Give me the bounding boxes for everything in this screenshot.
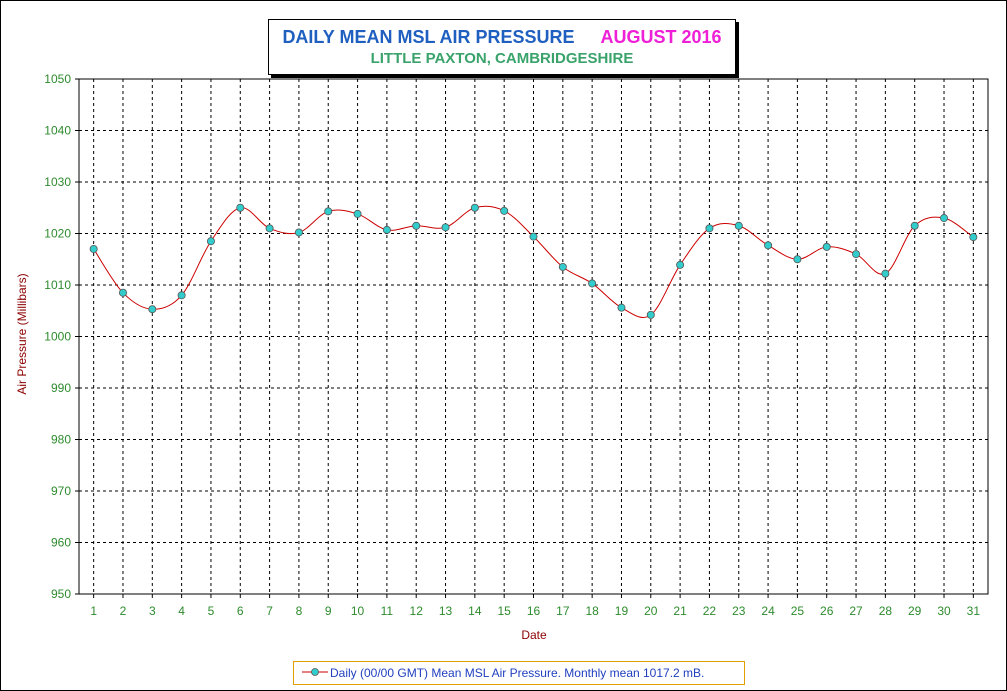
- x-tick-label: 13: [439, 604, 453, 618]
- chart-title-box: DAILY MEAN MSL AIR PRESSURE AUGUST 2016 L…: [268, 19, 736, 75]
- data-point: [412, 221, 421, 230]
- y-tick-label: 980: [51, 433, 71, 447]
- y-tick-label: 990: [51, 381, 71, 395]
- data-point: [177, 291, 186, 300]
- x-tick-label: 31: [967, 604, 981, 618]
- x-tick-label: 17: [556, 604, 570, 618]
- y-tick-label: 1050: [44, 72, 71, 86]
- x-tick-label: 30: [937, 604, 951, 618]
- y-tick-label: 1040: [44, 124, 71, 138]
- x-tick-label: 20: [644, 604, 658, 618]
- data-point: [324, 207, 333, 216]
- x-tick-label: 6: [237, 604, 244, 618]
- x-tick-label: 22: [703, 604, 717, 618]
- data-point: [89, 244, 98, 253]
- x-tick-label: 28: [879, 604, 893, 618]
- grid-lines: [79, 79, 988, 594]
- legend-swatch: [302, 668, 328, 676]
- data-point: [881, 269, 890, 278]
- data-point: [353, 209, 362, 218]
- data-point: [206, 237, 215, 246]
- data-point: [118, 288, 127, 297]
- data-point: [852, 250, 861, 259]
- x-tick-label: 18: [585, 604, 599, 618]
- x-tick-label: 19: [615, 604, 629, 618]
- data-point: [558, 262, 567, 271]
- plot-area: [78, 78, 989, 595]
- data-point: [910, 221, 919, 230]
- data-point: [265, 224, 274, 233]
- data-point: [793, 255, 802, 264]
- x-tick-label: 7: [266, 604, 273, 618]
- y-tick-label: 1030: [44, 175, 71, 189]
- y-tick-label: 970: [51, 484, 71, 498]
- data-point: [617, 303, 626, 312]
- y-axis-label: Air Pressure (Millibars): [15, 273, 29, 395]
- x-tick-label: 27: [849, 604, 863, 618]
- data-point: [822, 242, 831, 251]
- data-point: [734, 221, 743, 230]
- y-tick-label: 1020: [44, 227, 71, 241]
- x-tick-label: 21: [673, 604, 687, 618]
- x-tick-label: 11: [381, 604, 394, 618]
- data-point: [500, 206, 509, 215]
- data-point: [705, 224, 714, 233]
- x-tick-label: 12: [410, 604, 424, 618]
- x-tick-label: 1: [90, 604, 97, 618]
- x-axis-ticks: 1 2 3 4 5 6 7 8 9 10 11 12 13 14 15 16 17 18 19 20 21 22 23 24 2…: [90, 594, 980, 618]
- x-tick-label: 3: [149, 604, 156, 618]
- data-point: [470, 203, 479, 212]
- x-tick-label: 2: [120, 604, 127, 618]
- data-point: [529, 232, 538, 241]
- y-tick-label: 1010: [44, 278, 71, 292]
- x-tick-label: 24: [761, 604, 775, 618]
- data-point: [441, 223, 450, 232]
- data-point: [588, 279, 597, 288]
- data-point: [236, 203, 245, 212]
- data-point: [676, 260, 685, 269]
- x-tick-label: 23: [732, 604, 746, 618]
- x-axis-label: Date: [521, 628, 547, 642]
- data-point: [764, 241, 773, 250]
- data-point: [382, 225, 391, 234]
- x-tick-label: 29: [908, 604, 922, 618]
- x-tick-label: 9: [325, 604, 332, 618]
- x-tick-label: 15: [497, 604, 511, 618]
- data-point: [148, 305, 157, 314]
- x-tick-label: 25: [791, 604, 805, 618]
- x-tick-label: 4: [178, 604, 185, 618]
- data-point: [294, 228, 303, 237]
- x-tick-label: 5: [208, 604, 215, 618]
- x-tick-label: 14: [468, 604, 482, 618]
- chart-title: DAILY MEAN MSL AIR PRESSURE: [282, 27, 575, 47]
- data-point: [940, 214, 949, 223]
- legend-entry: Daily (00/00 GMT) Mean MSL Air Pressure.…: [330, 666, 705, 680]
- chart-subtitle: LITTLE PAXTON, CAMBRIDGESHIRE: [370, 50, 634, 67]
- chart-title-month: AUGUST 2016: [600, 27, 722, 47]
- y-tick-label: 950: [51, 587, 71, 601]
- x-tick-label: 26: [820, 604, 834, 618]
- legend: Daily (00/00 GMT) Mean MSL Air Pressure.…: [293, 661, 745, 685]
- y-tick-label: 960: [51, 536, 71, 550]
- x-tick-label: 16: [527, 604, 541, 618]
- x-tick-label: 8: [296, 604, 303, 618]
- x-tick-label: 10: [351, 604, 365, 618]
- data-point: [969, 233, 978, 242]
- data-point: [646, 310, 655, 319]
- y-tick-label: 1000: [44, 330, 71, 344]
- series-markers: [89, 203, 978, 319]
- y-axis-ticks: 950 960 970 980 990 1000 1010 1020 1030 1040 1050: [44, 72, 79, 601]
